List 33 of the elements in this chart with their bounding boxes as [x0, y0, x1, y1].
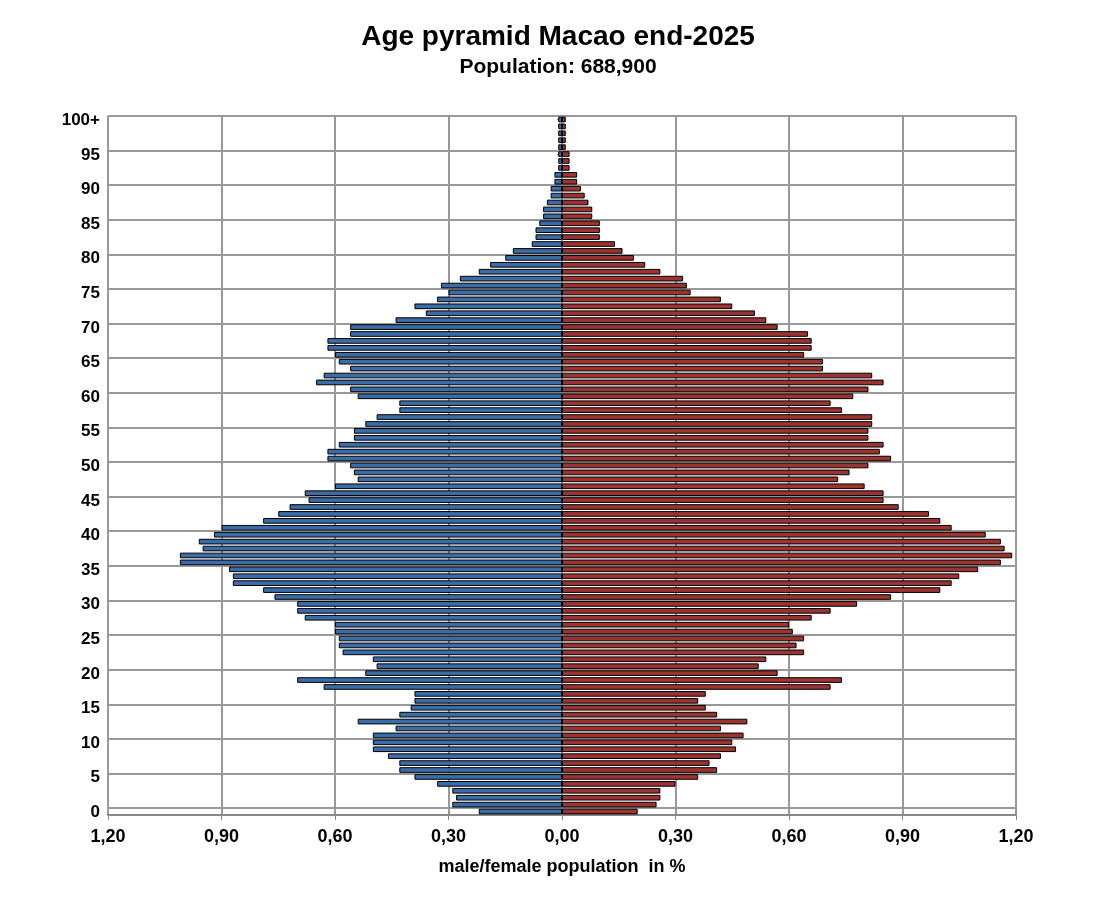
y-tick-label: 100+ — [61, 109, 101, 129]
y-tick-label: 15 — [81, 698, 100, 718]
y-tick-label: 35 — [81, 559, 100, 579]
x-tick-label: 1,20 — [90, 826, 126, 846]
y-tick-label: 70 — [81, 317, 100, 337]
x-tick-label: 1,20 — [998, 826, 1034, 846]
x-tick-label: 0,00 — [544, 826, 580, 846]
y-tick-label: 85 — [81, 213, 100, 233]
y-tick-label: 60 — [81, 386, 100, 406]
y-tick-label: 50 — [81, 456, 100, 475]
y-tick-label: 65 — [81, 352, 100, 372]
x-tick-label: 0,60 — [771, 826, 807, 846]
y-tick-label: 90 — [81, 179, 100, 199]
x-tick-label: 0,90 — [203, 826, 240, 846]
y-tick-label: 5 — [90, 767, 100, 787]
y-tick-label: 80 — [81, 248, 100, 268]
y-tick-label: 75 — [81, 282, 100, 302]
x-axis-title: male/female population in % — [438, 856, 686, 876]
y-tick-label: 25 — [81, 629, 100, 649]
y-tick-label: 40 — [81, 525, 100, 545]
y-tick-label: 55 — [81, 421, 100, 441]
x-tick-label: 0,90 — [884, 826, 921, 846]
x-tick-label: 0,30 — [657, 826, 694, 846]
y-tick-label: 30 — [81, 594, 100, 614]
chart-subtitle: Population: 688,900 — [459, 54, 657, 77]
y-tick-label: 0 — [90, 802, 100, 822]
y-tick-label: 10 — [81, 732, 100, 752]
x-tick-label: 0,30 — [430, 826, 467, 846]
chart-title: Age pyramid Macao end-2025 — [361, 19, 755, 51]
x-tick-label: 0,60 — [317, 826, 353, 846]
y-tick-label: 20 — [81, 663, 100, 683]
y-tick-label: 45 — [81, 490, 100, 510]
y-tick-label: 95 — [81, 144, 100, 164]
